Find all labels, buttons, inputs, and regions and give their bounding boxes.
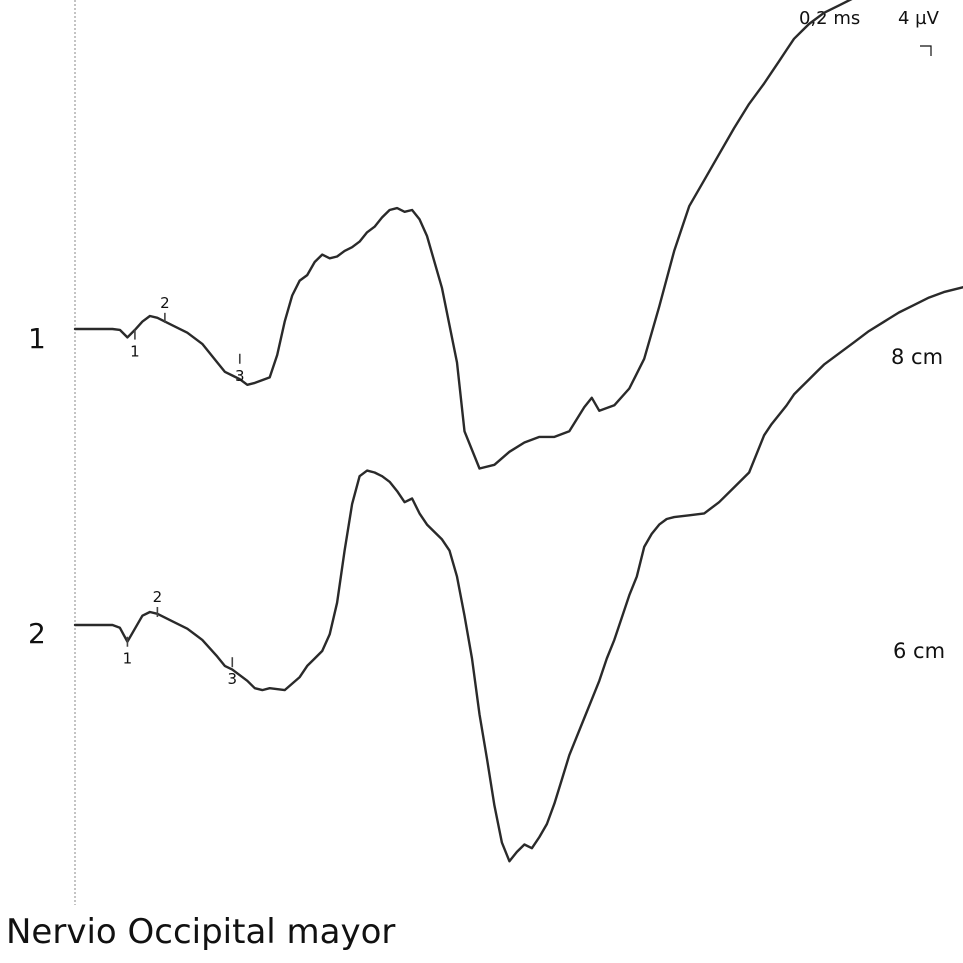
scale-marker-icon — [920, 45, 932, 56]
trace-2-waveform — [73, 286, 963, 863]
trace-1-distance: 8 cm — [891, 345, 943, 369]
trace-2-marker-1-label: 1 — [123, 650, 133, 668]
trace-1-number: 1 — [28, 322, 46, 355]
trace-2-number: 2 — [28, 617, 46, 650]
trace-2-marker-2-label: 2 — [153, 588, 163, 606]
time-scale-label: 0,2 ms — [799, 8, 860, 29]
trace-1-marker-1-label: 1 — [130, 343, 140, 361]
chart-title: Nervio Occipital mayor — [6, 912, 396, 952]
trace-2-marker-3-label: 3 — [228, 670, 238, 688]
trace-1-marker-2-label: 2 — [160, 294, 170, 312]
trace-1-waveform — [73, 0, 853, 470]
trace-2-distance: 6 cm — [893, 639, 945, 663]
trace-1-marker-3-label: 3 — [235, 367, 245, 385]
amplitude-scale-label: 4 µV — [898, 8, 940, 29]
